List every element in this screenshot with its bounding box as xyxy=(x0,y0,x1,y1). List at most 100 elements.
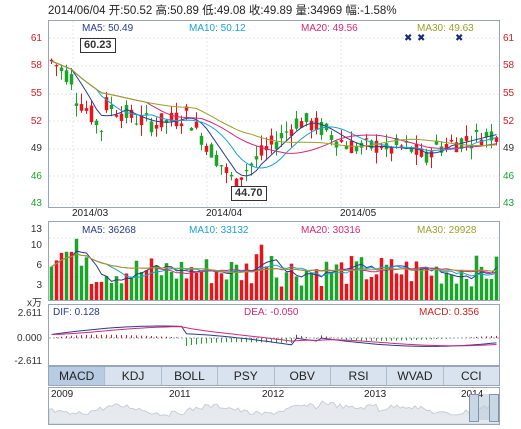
volume-bar xyxy=(99,281,104,300)
price-ytick-left: 55 xyxy=(30,88,42,99)
tab-rsi[interactable]: RSI xyxy=(331,367,388,385)
volume-bar xyxy=(289,263,294,300)
dif-line xyxy=(51,325,497,347)
candle-body xyxy=(79,104,84,111)
candle-body xyxy=(449,139,454,142)
volume-bar xyxy=(59,252,64,300)
candle-body xyxy=(329,135,334,140)
volume-bar xyxy=(454,283,459,300)
date-axis-label: 2014/04 xyxy=(206,208,243,219)
change-label: 幅: xyxy=(345,5,361,17)
candle-body xyxy=(189,127,194,131)
macd-dea-legend: DEA: -0.050 xyxy=(244,307,299,318)
volume-chart-panel[interactable]: MA5: 36268 MA10: 33132 MA20: 30316 MA30:… xyxy=(48,221,500,301)
volume-bar xyxy=(104,276,109,300)
ma-line xyxy=(51,60,497,169)
volume-label: 量: xyxy=(295,5,311,17)
navigator-selection xyxy=(475,394,491,420)
star-icon[interactable]: ✖ xyxy=(404,33,413,44)
candle-body xyxy=(104,97,109,111)
candle-body xyxy=(119,113,124,122)
candle-body xyxy=(254,156,259,160)
volume-bar xyxy=(189,267,194,300)
star-icon[interactable]: ✖ xyxy=(455,33,464,44)
candle-body xyxy=(124,105,129,118)
macd-chart-panel[interactable]: DIF: 0.128 DEA: -0.050 MACD: 0.356 xyxy=(48,304,500,366)
volume-ma-line xyxy=(51,253,497,274)
volume-bar xyxy=(49,266,54,300)
candle-body xyxy=(159,113,164,128)
volume-bar xyxy=(469,286,474,300)
candle-body xyxy=(274,142,279,150)
close-label: 收: xyxy=(248,5,264,17)
tab-wvad[interactable]: WVAD xyxy=(387,367,444,385)
star-icon[interactable]: ✖ xyxy=(417,33,426,44)
price-ytick-left: 52 xyxy=(30,116,42,127)
volume-bar xyxy=(464,278,469,300)
volume-bar xyxy=(184,278,189,300)
candle-body xyxy=(179,123,184,127)
volume-bar xyxy=(419,268,424,300)
volume-bar xyxy=(199,271,204,300)
volume-unit-label: x万 xyxy=(27,298,42,309)
volume-bar xyxy=(174,278,179,300)
vol-ma5-legend: MA5: 36268 xyxy=(82,225,136,236)
price-ytick-left: 46 xyxy=(30,171,42,182)
volume-bar xyxy=(439,283,444,300)
tab-psy[interactable]: PSY xyxy=(218,367,275,385)
price-ytick-right: 49 xyxy=(503,143,515,154)
tab-obv[interactable]: OBV xyxy=(275,367,331,385)
low-value: 49.08 xyxy=(216,5,246,17)
price-ytick-left: 49 xyxy=(30,143,42,154)
volume-bar xyxy=(329,272,334,300)
candle-body xyxy=(444,144,449,150)
volume-bar xyxy=(449,274,454,300)
volume-bar xyxy=(309,272,314,300)
macd-chart-svg xyxy=(49,325,499,347)
tab-kdj[interactable]: KDJ xyxy=(105,367,162,385)
candle-body xyxy=(259,145,264,156)
volume-bar xyxy=(424,267,429,300)
date-axis-label: 2014/03 xyxy=(72,208,109,219)
volume-bar xyxy=(84,257,89,300)
candle-body xyxy=(224,167,229,173)
tab-macd[interactable]: MACD xyxy=(49,367,106,385)
volume-bar xyxy=(334,264,339,300)
candle-body xyxy=(209,144,214,158)
candle-body xyxy=(199,135,204,145)
price-chart-panel[interactable]: MA5: 50.49 MA10: 50.12 MA20: 49.56 MA30:… xyxy=(48,20,500,208)
volume-bar xyxy=(139,272,144,300)
candle-body xyxy=(174,112,179,127)
tab-cci[interactable]: CCI xyxy=(460,369,482,383)
open-value: 50.52 xyxy=(123,5,153,17)
high-label: 高: xyxy=(155,5,171,17)
candle-body xyxy=(149,121,154,133)
volume-bar xyxy=(209,283,214,300)
volume-bar xyxy=(229,261,234,300)
price-ma20-legend: MA20: 49.56 xyxy=(301,23,358,34)
volume-bar xyxy=(219,273,224,300)
candle-body xyxy=(99,130,104,132)
candle-body xyxy=(379,146,384,149)
candle-body xyxy=(164,119,169,123)
range-navigator[interactable]: 2009 2011 2012 2013 2014 xyxy=(48,387,500,425)
candle-body xyxy=(414,143,419,155)
volume-bar xyxy=(89,283,94,300)
tab-boll[interactable]: BOLL xyxy=(162,367,219,385)
volume-bar xyxy=(224,279,229,300)
volume-bar xyxy=(244,263,249,300)
candle-body xyxy=(454,142,459,153)
volume-bar xyxy=(69,251,74,300)
navigator-right-handle[interactable] xyxy=(489,394,499,422)
volume-bar xyxy=(314,269,319,300)
candle-body xyxy=(434,140,439,145)
ma-line xyxy=(51,60,497,147)
volume-bar xyxy=(394,273,399,300)
navigator-left-handle[interactable] xyxy=(469,394,479,422)
candle-body xyxy=(294,118,299,129)
candle-body xyxy=(64,70,69,83)
candle-body xyxy=(244,170,249,172)
volume-bar xyxy=(54,260,59,300)
volume-bar xyxy=(479,266,484,300)
candle-body xyxy=(264,146,269,151)
